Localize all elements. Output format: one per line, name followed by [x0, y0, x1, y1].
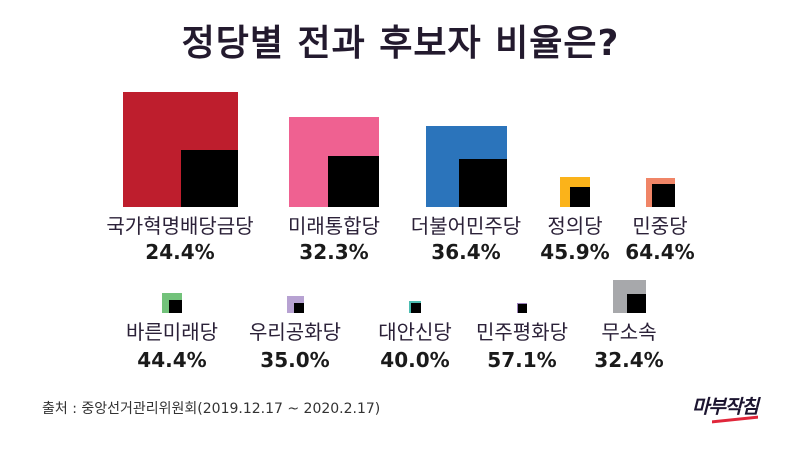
party-square-outer: [162, 293, 182, 313]
party-square-outer: [612, 280, 646, 313]
party-value: 40.0%: [380, 348, 450, 372]
criminal-record-square-inner: [570, 187, 590, 207]
party-value: 24.4%: [145, 240, 215, 264]
chart-title: 정당별 전과 후보자 비율은?: [181, 23, 620, 64]
party-label: 국가혁명배당금당: [106, 214, 254, 238]
party-value: 36.4%: [431, 240, 501, 264]
criminal-record-square-inner: [651, 184, 675, 207]
party-label: 바른미래당: [126, 320, 218, 344]
party-value: 64.4%: [625, 240, 695, 264]
party-label: 대안신당: [378, 320, 452, 344]
party-label: 정의당: [547, 214, 603, 238]
criminal-record-square-inner: [328, 156, 379, 207]
party-square-outer: [645, 178, 675, 207]
logo: 마부작침: [692, 396, 764, 424]
party-square-outer: [286, 296, 304, 313]
party-label: 더불어민주당: [410, 214, 522, 238]
party-value: 44.4%: [137, 348, 207, 372]
source-note: 출처 : 중앙선거관리위원회(2019.12.17 ~ 2020.2.17): [42, 401, 381, 417]
party-square-outer: [289, 117, 379, 207]
criminal-record-square-inner: [169, 300, 182, 313]
party-square-outer: [560, 177, 590, 207]
party-label: 미래통합당: [288, 214, 380, 238]
criminal-record-square-inner: [458, 159, 507, 207]
party-square-outer: [122, 92, 238, 207]
criminal-record-square-inner: [180, 150, 238, 207]
criminal-record-square-inner: [626, 294, 646, 313]
party-value: 35.0%: [260, 348, 330, 372]
party-value: 45.9%: [540, 240, 610, 264]
party-square-outer: [517, 303, 527, 313]
party-value: 32.4%: [594, 348, 664, 372]
party-value: 57.1%: [487, 348, 557, 372]
party-label: 민주평화당: [476, 320, 568, 344]
criminal-record-square-inner: [293, 303, 304, 313]
party-label: 민중당: [632, 214, 688, 238]
party-label: 무소속: [601, 320, 657, 344]
logo-text: 마부작침: [692, 396, 759, 418]
party-square-outer: [409, 301, 421, 313]
party-label: 우리공화당: [249, 320, 341, 344]
criminal-record-square-inner: [518, 304, 527, 313]
party-square-outer: [425, 126, 507, 207]
party-value: 32.3%: [299, 240, 369, 264]
criminal-record-square-inner: [411, 303, 421, 313]
